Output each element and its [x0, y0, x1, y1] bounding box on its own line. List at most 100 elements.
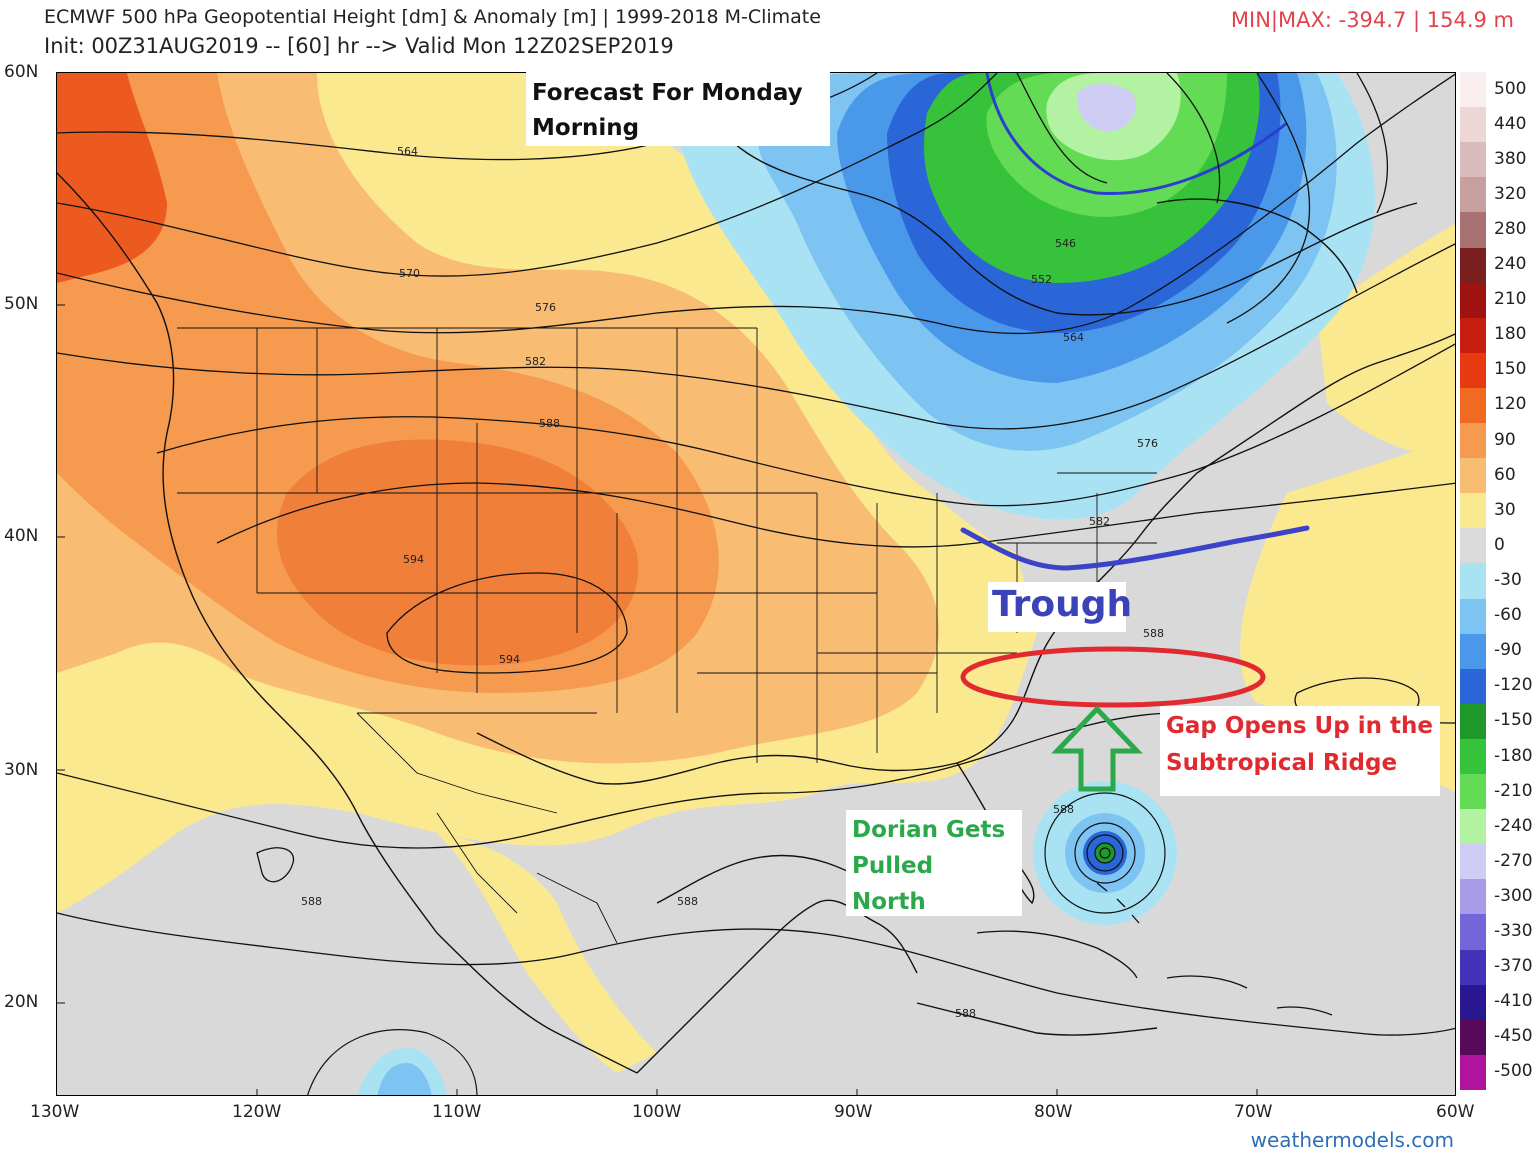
- contour-label: 564: [1063, 331, 1084, 344]
- contour-label: 552: [1031, 273, 1052, 286]
- lat-label: 20N: [4, 992, 39, 1012]
- colorbar-label: 60: [1494, 464, 1516, 485]
- colorbar-segment: [1460, 282, 1486, 319]
- map-panel: 564 570 576 582 588 594 594 546 552 564 …: [56, 72, 1456, 1096]
- lat-label: 60N: [4, 62, 39, 82]
- lon-label: 120W: [232, 1102, 282, 1122]
- mexico-anomaly-yellow: [437, 833, 657, 1073]
- contour-label: 588: [1053, 803, 1074, 816]
- colorbar-segment: [1460, 387, 1486, 424]
- colorbar-label: -120: [1494, 675, 1533, 696]
- colorbar-segment: [1460, 879, 1486, 915]
- trough-axis-line: [960, 525, 1310, 571]
- colorbar-segment: [1460, 1054, 1486, 1091]
- colorbar-segment: [1460, 317, 1486, 354]
- colorbar-label: 380: [1494, 148, 1527, 169]
- atlantic-anomaly-yellow: [1240, 433, 1455, 792]
- colorbar-segment: [1460, 703, 1486, 740]
- colorbar-label: -500: [1494, 1061, 1533, 1082]
- chart-title: ECMWF 500 hPa Geopotential Height [dm] &…: [44, 6, 821, 28]
- colorbar-segment: [1460, 212, 1486, 248]
- colorbar-segment: [1460, 247, 1486, 284]
- colorbar-label: 120: [1494, 394, 1527, 415]
- colorbar-segment: [1460, 844, 1486, 880]
- contour-label: 594: [499, 653, 520, 666]
- graticule-ticks: [57, 304, 1258, 1095]
- colorbar-label: 210: [1494, 289, 1527, 310]
- colorbar-label: -300: [1494, 885, 1533, 906]
- contour-label: 588: [677, 895, 698, 908]
- anomaly-map: 564 570 576 582 588 594 594 546 552 564 …: [57, 73, 1455, 1095]
- contour-label: 588: [301, 895, 322, 908]
- colorbar-label: 90: [1494, 429, 1516, 450]
- contour-label: 588: [1143, 627, 1164, 640]
- northeast-atlantic-yellow: [1317, 224, 1455, 455]
- ridge-gap-note-line: Gap Opens Up in the: [1166, 713, 1433, 739]
- contour-label: 576: [1137, 437, 1158, 450]
- dorian-note: Dorian Gets Pulled North: [846, 810, 1022, 916]
- anomaly-colorbar: [1460, 72, 1486, 1091]
- lat-label: 40N: [4, 526, 39, 546]
- colorbar-label: -410: [1494, 991, 1533, 1012]
- colorbar-segment: [1460, 984, 1486, 1021]
- colorbar-segment: [1460, 458, 1486, 494]
- colorbar-label: -30: [1494, 570, 1522, 590]
- colorbar-label: -270: [1494, 850, 1533, 871]
- min-max-readout: MIN|MAX: -394.7 | 154.9 m: [1230, 8, 1514, 32]
- colorbar-segment: [1460, 598, 1486, 635]
- colorbar-segment: [1460, 142, 1486, 178]
- colorbar-label: -180: [1494, 745, 1533, 766]
- ridge-gap-note-line: Subtropical Ridge: [1166, 750, 1398, 776]
- colorbar-label: -90: [1494, 640, 1522, 661]
- lon-label: 90W: [834, 1102, 873, 1122]
- lon-label: 60W: [1436, 1102, 1475, 1122]
- colorbar-label: 320: [1494, 183, 1527, 204]
- colorbar-label: -60: [1494, 605, 1522, 626]
- contour-label: 594: [403, 553, 424, 566]
- epac-anomaly-blue: [377, 1063, 432, 1095]
- colorbar-label: 440: [1494, 113, 1527, 134]
- colorbar-segment: [1460, 949, 1486, 986]
- colorbar-label: 30: [1494, 499, 1516, 520]
- contour-label: 582: [1089, 515, 1110, 528]
- lon-label: 80W: [1034, 1102, 1073, 1122]
- lon-label: 130W: [30, 1102, 80, 1122]
- colorbar-segment: [1460, 774, 1486, 810]
- dorian-contours: [1044, 792, 1166, 914]
- colorbar-segment: [1460, 563, 1486, 600]
- contour-label-group: 564 570 576 582 588 594 594 546 552 564 …: [301, 145, 1164, 1020]
- dorian-note-line: North: [852, 889, 926, 915]
- colorbar-segment: [1460, 738, 1486, 775]
- ridge-gap-note: Gap Opens Up in the Subtropical Ridge: [1160, 706, 1440, 796]
- dorian-core-anomaly: [1095, 843, 1115, 863]
- colorbar-segment: [1460, 423, 1486, 459]
- northward-arrow: [1051, 705, 1143, 792]
- pacific-nw-anomaly-red: [57, 73, 167, 283]
- lat-label: 30N: [4, 760, 39, 780]
- colorbar-label: 240: [1494, 254, 1527, 275]
- colorbar-label: 500: [1494, 78, 1527, 99]
- contour-label: 576: [535, 301, 556, 314]
- colorbar-label: -150: [1494, 710, 1533, 731]
- political-borders: [177, 327, 1157, 944]
- epac-low-contour: [307, 1029, 478, 1095]
- ridge-anomaly-dark-orange: [277, 439, 639, 666]
- colorbar-segment: [1460, 809, 1486, 845]
- colorbar-segment: [1460, 493, 1486, 529]
- forecast-note: Forecast For Monday Morning: [526, 72, 830, 146]
- lon-label: 70W: [1234, 1102, 1273, 1122]
- forecast-note-line: Morning: [532, 115, 640, 141]
- colorbar-segment: [1460, 528, 1486, 564]
- colorbar-segment: [1460, 668, 1486, 705]
- lon-label: 110W: [432, 1102, 482, 1122]
- colorbar-segment: [1460, 177, 1486, 213]
- contour-label: 564: [397, 145, 418, 158]
- ridge-gap-ellipse: [960, 646, 1266, 708]
- colorbar-segment: [1460, 914, 1486, 951]
- forecast-note-line: Forecast For Monday: [532, 80, 803, 106]
- contour-label: 546: [1055, 237, 1076, 250]
- lon-label: 100W: [632, 1102, 682, 1122]
- colorbar-label: 150: [1494, 359, 1527, 380]
- colorbar-label: -450: [1494, 1026, 1533, 1047]
- init-valid-time: Init: 00Z31AUG2019 -- [60] hr --> Valid …: [44, 34, 674, 58]
